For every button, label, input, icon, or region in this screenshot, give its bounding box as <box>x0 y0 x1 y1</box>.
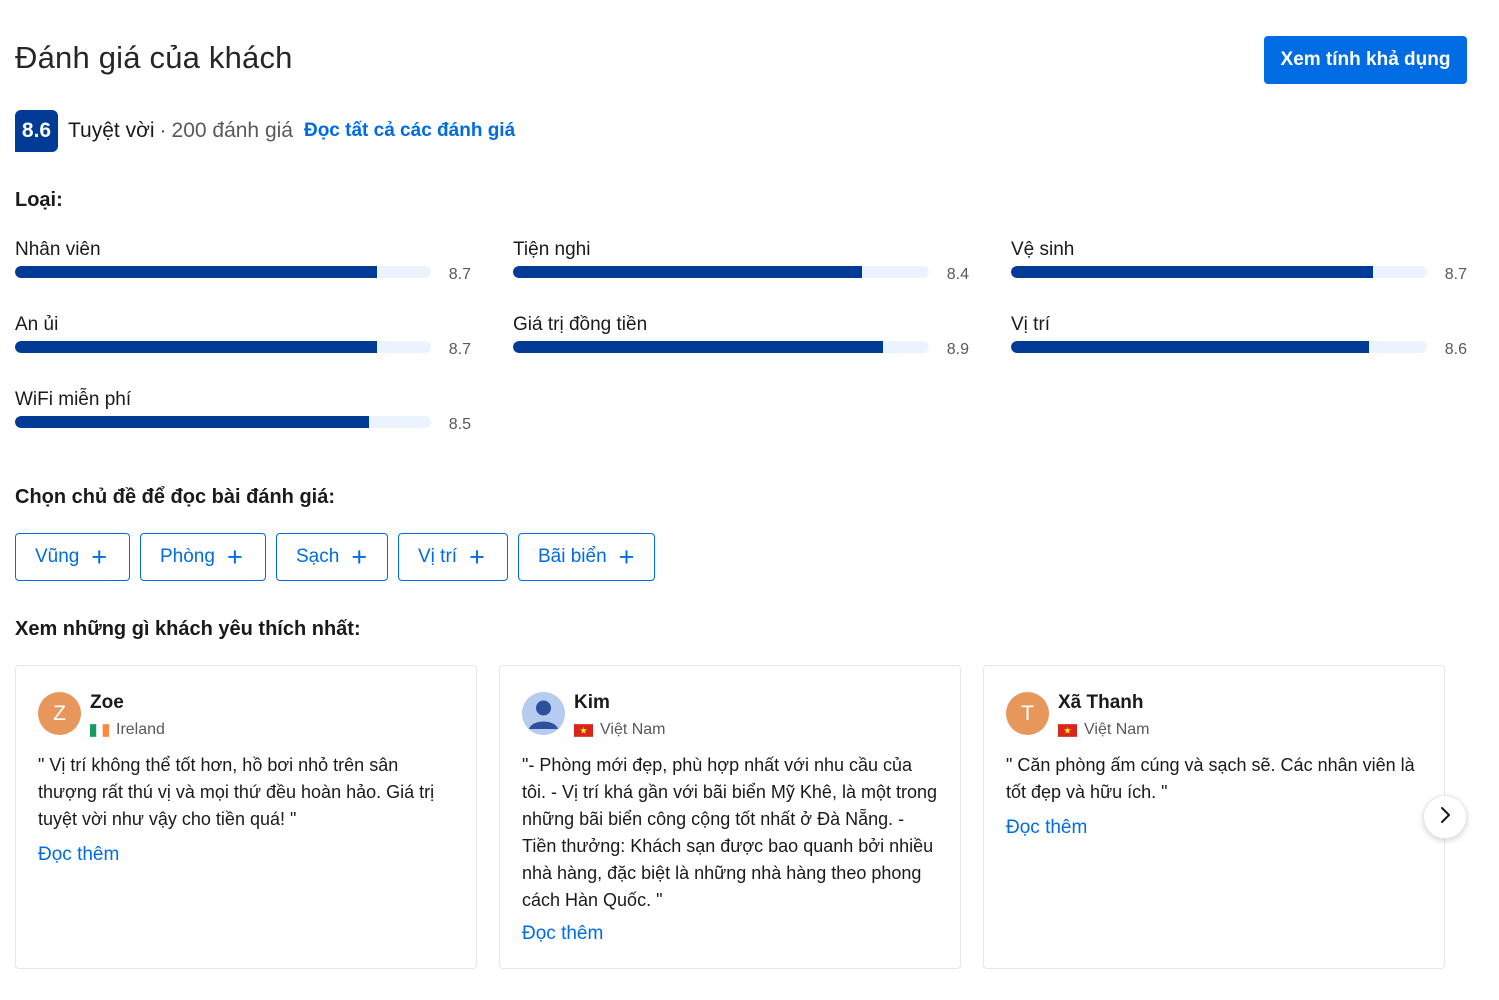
topic-button-pool[interactable]: Vũng + <box>15 533 130 581</box>
category-bar-track <box>15 266 431 278</box>
avatar: Z <box>38 692 81 735</box>
topic-label: Sạch <box>296 546 340 567</box>
topic-label: Bãi biển <box>538 546 607 567</box>
read-more-link[interactable]: Đọc thêm <box>1006 817 1088 838</box>
score-word: Tuyệt vời <box>68 119 155 142</box>
topic-label: Vũng <box>35 546 80 567</box>
review-card: T Xã Thanh Việt Nam " Căn phòng ấm cúng … <box>983 665 1445 969</box>
category-bar-track <box>513 266 929 278</box>
categories-heading: Loại: <box>15 189 63 211</box>
read-more-link[interactable]: Đọc thêm <box>38 844 120 865</box>
category-bar-track <box>1011 266 1427 278</box>
category-facilities: Tiện nghi 8.4 <box>513 239 969 299</box>
category-value-for-money: Giá trị đồng tiền 8.9 <box>513 314 969 374</box>
category-bar-fill <box>15 416 369 428</box>
category-score: 8.7 <box>448 341 471 358</box>
country-name: Việt Nam <box>1084 721 1150 738</box>
category-label: Tiện nghi <box>513 239 591 260</box>
topic-button-beach[interactable]: Bãi biển + <box>518 533 655 581</box>
page-title: Đánh giá của khách <box>15 40 293 75</box>
category-staff: Nhân viên 8.7 <box>15 239 471 299</box>
category-score: 8.7 <box>448 266 471 283</box>
category-score: 8.7 <box>1444 266 1467 283</box>
category-label: Nhân viên <box>15 239 101 260</box>
country-name: Việt Nam <box>600 721 666 738</box>
category-bar-track <box>15 416 431 428</box>
category-bar-track <box>1011 341 1427 353</box>
reviewer-name: Xã Thanh <box>1058 692 1144 713</box>
user-silhouette-icon <box>522 692 565 735</box>
ireland-flag-icon <box>90 723 109 737</box>
category-score: 8.9 <box>946 341 969 358</box>
topics-heading: Chọn chủ đề để đọc bài đánh giá: <box>15 486 336 508</box>
category-label: Vệ sinh <box>1011 239 1075 260</box>
overall-score-row: 8.6 Tuyệt vời · 200 đánh giá Đọc tất cả … <box>15 110 515 152</box>
read-more-link[interactable]: Đọc thêm <box>522 923 604 944</box>
category-bar-fill <box>1011 341 1369 353</box>
review-count: 200 đánh giá <box>171 119 293 142</box>
review-text: " Vị trí không thể tốt hơn, hồ bơi nhỏ t… <box>38 755 435 829</box>
reviewer-name: Kim <box>574 692 610 713</box>
topic-button-room[interactable]: Phòng + <box>140 533 266 581</box>
category-label: Vị trí <box>1011 314 1051 335</box>
category-bar-fill <box>1011 266 1373 278</box>
vietnam-flag-icon <box>574 723 593 737</box>
score-badge: 8.6 <box>15 110 58 152</box>
category-location: Vị trí 8.6 <box>1011 314 1467 374</box>
review-card: Z Zoe Ireland " Vị trí không thể tốt hơn… <box>15 665 477 969</box>
see-availability-button[interactable]: Xem tính khả dụng <box>1264 36 1467 84</box>
category-bar-fill <box>15 266 377 278</box>
topic-label: Phòng <box>160 546 215 567</box>
review-card: Kim Việt Nam "- Phòng mới đẹp, phù hợp n… <box>499 665 961 969</box>
plus-icon: + <box>618 541 635 572</box>
reviewer-country: Việt Nam <box>1058 721 1150 739</box>
category-bar-fill <box>513 266 863 278</box>
category-label: Giá trị đồng tiền <box>513 314 648 335</box>
category-bar-fill <box>15 341 377 353</box>
topic-label: Vị trí <box>418 546 458 567</box>
category-label: WiFi miễn phí <box>15 389 132 410</box>
category-bar-track <box>15 341 431 353</box>
reviews-heading: Xem những gì khách yêu thích nhất: <box>15 618 361 640</box>
country-name: Ireland <box>116 721 165 738</box>
vietnam-flag-icon <box>1058 723 1077 737</box>
reviewer-header: T Xã Thanh Việt Nam <box>1006 692 1150 739</box>
plus-icon: + <box>226 541 243 572</box>
category-label: An ủi <box>15 314 59 335</box>
plus-icon: + <box>351 541 368 572</box>
category-score: 8.4 <box>946 266 969 283</box>
topic-button-clean[interactable]: Sạch + <box>276 533 388 581</box>
review-text: "- Phòng mới đẹp, phù hợp nhất với nhu c… <box>522 755 937 910</box>
chevron-right-icon <box>1438 806 1452 829</box>
category-score: 8.6 <box>1444 341 1467 358</box>
reviewer-country: Việt Nam <box>574 721 666 739</box>
carousel-next-button[interactable] <box>1423 795 1467 839</box>
reviewer-name: Zoe <box>90 692 124 713</box>
category-bar-track <box>513 341 929 353</box>
reviewer-header: Kim Việt Nam <box>522 692 666 739</box>
reviewer-country: Ireland <box>90 721 165 739</box>
category-comfort: An ủi 8.7 <box>15 314 471 374</box>
avatar: T <box>1006 692 1049 735</box>
category-score: 8.5 <box>448 416 471 433</box>
plus-icon: + <box>91 541 108 572</box>
topic-button-location[interactable]: Vị trí + <box>398 533 508 581</box>
reviewer-header: Z Zoe Ireland <box>38 692 165 739</box>
review-text: " Căn phòng ấm cúng và sạch sẽ. Các nhân… <box>1006 755 1415 802</box>
category-free-wifi: WiFi miễn phí 8.5 <box>15 389 471 449</box>
read-all-reviews-link[interactable]: Đọc tất cả các đánh giá <box>303 120 516 141</box>
category-cleanliness: Vệ sinh 8.7 <box>1011 239 1467 299</box>
category-bar-fill <box>513 341 884 353</box>
score-separator: · <box>159 119 167 142</box>
topic-filter-group: Vũng + Phòng + Sạch + Vị trí + Bãi biển + <box>15 533 655 581</box>
plus-icon: + <box>469 541 485 572</box>
